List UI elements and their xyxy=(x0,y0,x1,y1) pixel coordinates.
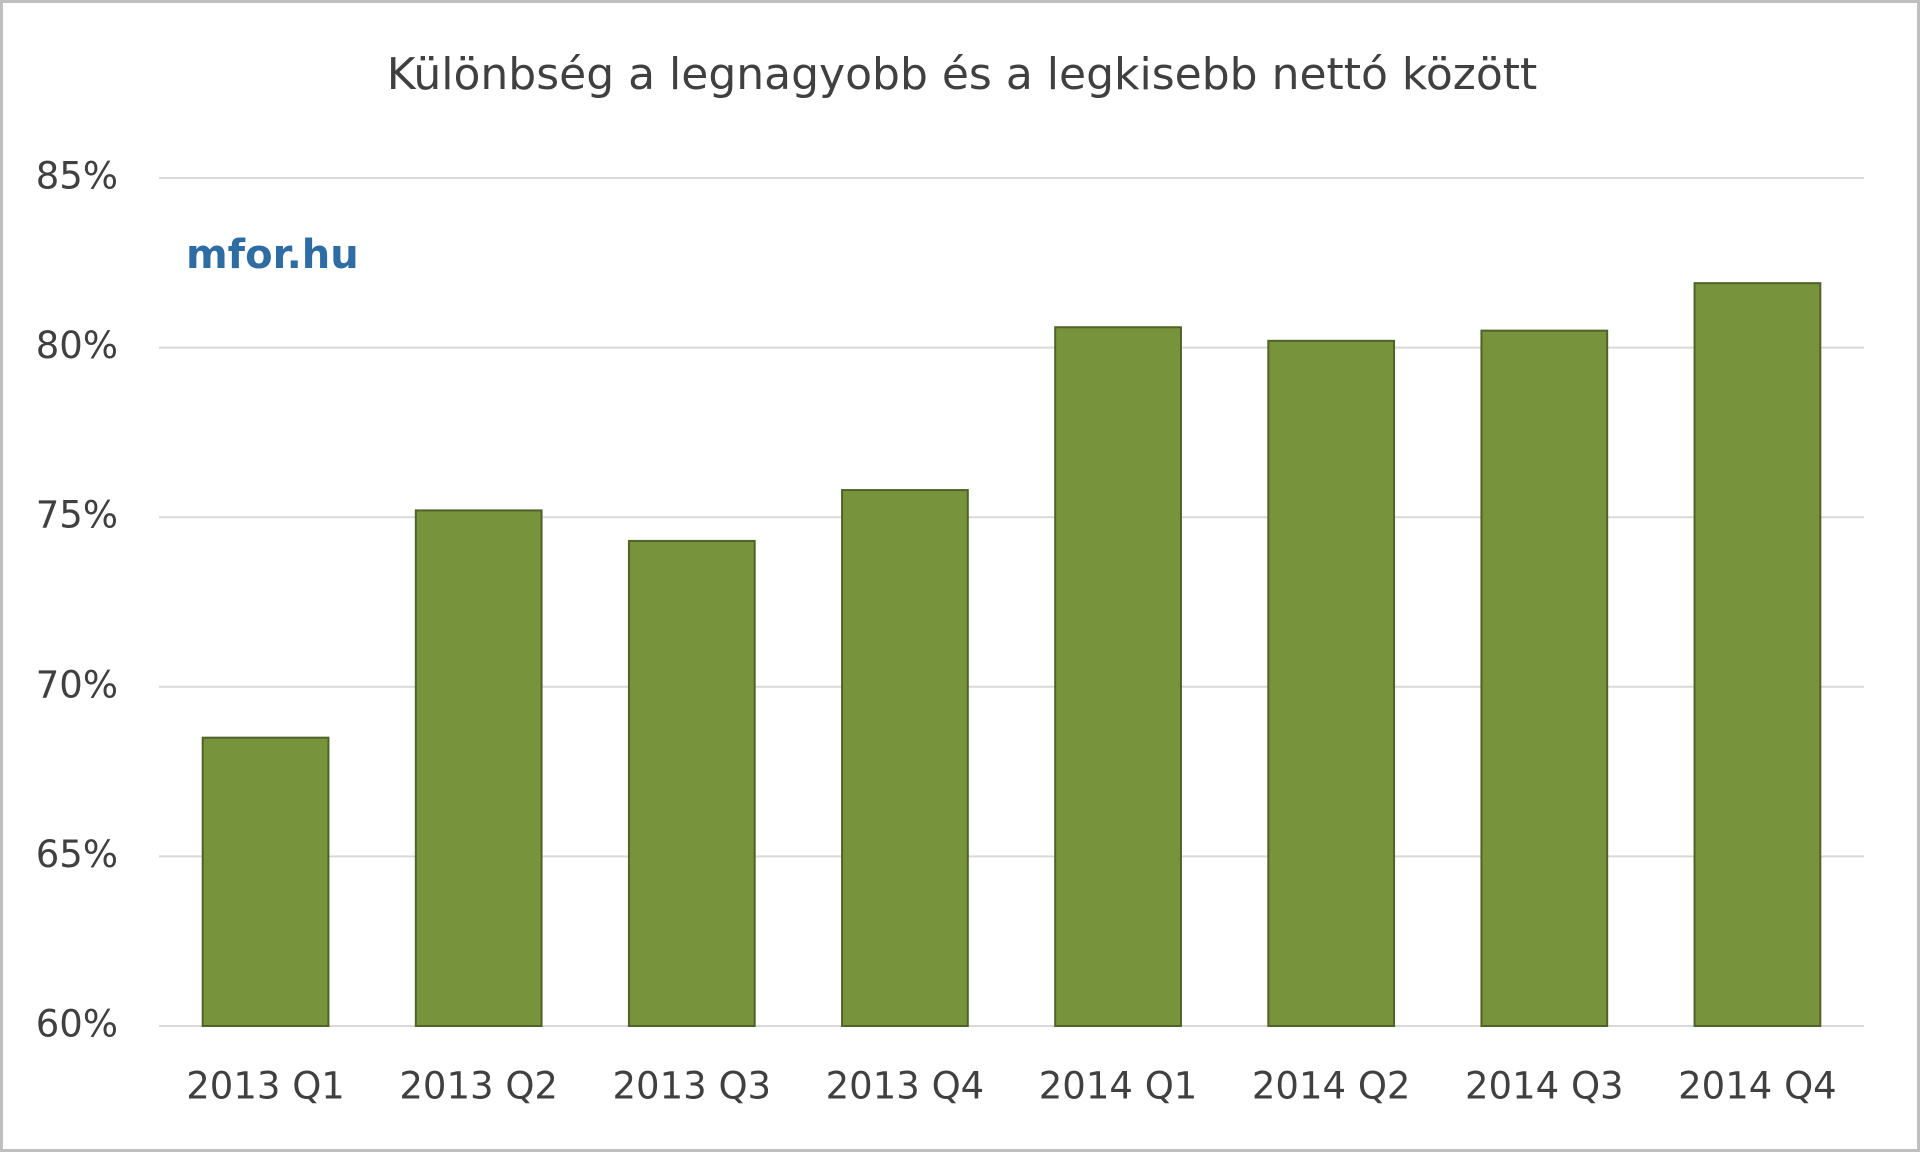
y-tick-label: 60% xyxy=(36,1003,118,1046)
bar xyxy=(1480,329,1609,1027)
y-tick-label: 70% xyxy=(36,663,118,706)
bar xyxy=(1693,282,1822,1028)
x-tick-label: 2014 Q3 xyxy=(1465,1065,1624,1108)
x-tick-label: 2013 Q2 xyxy=(399,1065,558,1108)
x-tick-label: 2013 Q1 xyxy=(186,1065,345,1108)
y-tick-label: 65% xyxy=(36,833,118,876)
bar xyxy=(414,509,543,1027)
bar xyxy=(1267,339,1396,1028)
y-tick-label: 80% xyxy=(36,324,118,367)
x-tick-label: 2013 Q3 xyxy=(613,1065,772,1108)
chart-title: Különbség a legnagyobb és a legkisebb ne… xyxy=(387,49,1538,100)
x-tick-label: 2014 Q4 xyxy=(1678,1065,1837,1108)
y-tick-label: 85% xyxy=(36,155,118,198)
x-tick-label: 2013 Q4 xyxy=(826,1065,985,1108)
bar xyxy=(1054,326,1182,1027)
y-tick-label: 75% xyxy=(36,494,118,537)
bar xyxy=(201,736,330,1027)
bar xyxy=(841,489,969,1027)
watermark: mfor.hu xyxy=(186,232,359,278)
x-tick-label: 2014 Q1 xyxy=(1039,1065,1198,1108)
bar xyxy=(627,539,756,1027)
x-tick-label: 2014 Q2 xyxy=(1252,1065,1411,1108)
